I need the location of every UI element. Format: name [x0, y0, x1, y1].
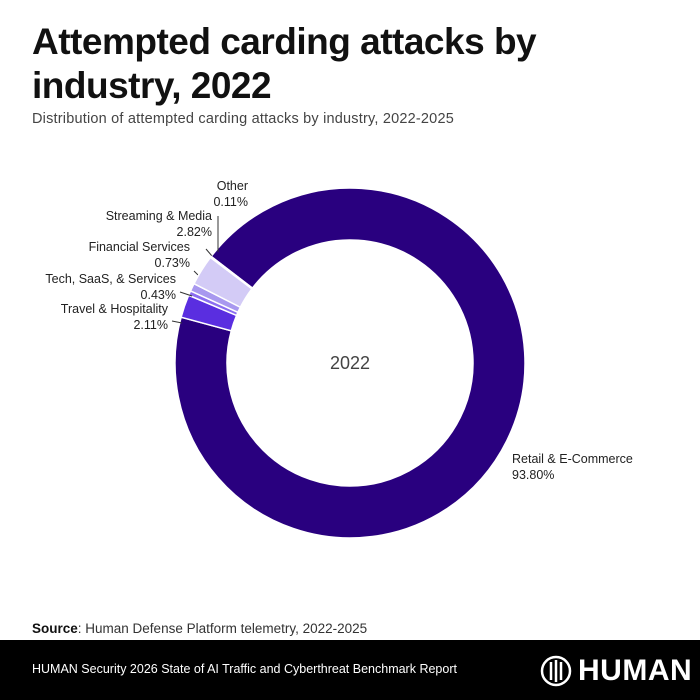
leader-line-4 [205, 248, 213, 257]
source-label: Source [32, 621, 78, 636]
slice-label-1: Travel & Hospitality [61, 302, 169, 316]
slice-value-0: 93.80% [512, 468, 554, 482]
leader-line-3 [193, 270, 199, 276]
human-logo: HUMAN [540, 654, 692, 688]
chart-subtitle: Distribution of attempted carding attack… [32, 111, 454, 127]
footer-bar: HUMAN Security 2026 State of AI Traffic … [0, 640, 700, 700]
source-note: Source: Human Defense Platform telemetry… [32, 621, 367, 636]
slice-0 [174, 187, 526, 539]
footer-text: HUMAN Security 2026 State of AI Traffic … [32, 662, 457, 676]
slice-label-2: Tech, SaaS, & Services [45, 272, 176, 286]
slice-value-4: 2.82% [177, 225, 212, 239]
slice-label-0: Retail & E-Commerce [512, 452, 633, 466]
slice-value-1: 2.11% [133, 318, 168, 332]
chart-title: Attempted carding attacks by industry, 2… [32, 21, 537, 106]
slice-5 [209, 255, 254, 290]
slice-label-4: Streaming & Media [106, 209, 212, 223]
source-text: : Human Defense Platform telemetry, 2022… [77, 621, 368, 636]
slice-value-2: 0.43% [141, 288, 176, 302]
slice-label-5: Other [217, 179, 248, 193]
slice-value-3: 0.73% [155, 256, 190, 270]
leader-line-2 [179, 291, 193, 297]
slice-label-3: Financial Services [89, 240, 190, 254]
slice-value-5: 0.11% [213, 195, 248, 209]
logo-text: HUMAN [578, 654, 693, 687]
leader-line-1 [171, 320, 183, 324]
logo-icon [540, 655, 572, 687]
center-label: 2022 [330, 353, 370, 373]
donut-chart: Retail & E-Commerce 93.80% Travel & Hospit… [45, 179, 633, 539]
